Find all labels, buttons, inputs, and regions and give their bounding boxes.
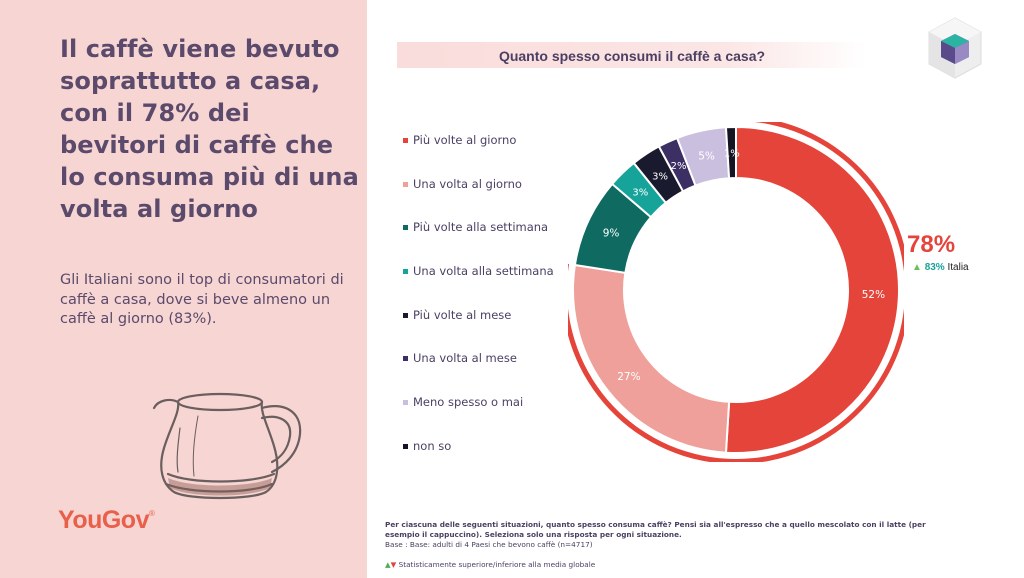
legend-item-una-volta-al-giorno: Una volta al giorno [403,177,554,221]
chart-legend: Più volte al giorno Una volta al giorno Pi… [403,133,554,483]
logo-text: YouGov [58,506,149,534]
data-label-piu-volte-al-mese: 3% [652,171,668,182]
footnote-base: Base : Base: adulti di 4 Paesi che bevon… [385,540,593,549]
data-label-una-volta-al-mese: 2% [671,161,687,172]
chart-title-bar: Quanto spesso consumi il caffè a casa? [397,42,867,68]
legend-label: Più volte alla settimana [413,220,549,235]
legend-label: Una volta alla settimana [413,264,554,279]
legend-item-non-so: non so [403,439,554,483]
legend-label: Una volta al mese [413,351,517,366]
legend-item-piu-volte-alla-settimana: Più volte alla settimana [403,220,554,264]
legend-item-piu-volte-al-giorno: Più volte al giorno [403,133,554,177]
footnote-question: Per ciascuna delle seguenti situazioni, … [385,520,926,539]
highlight-total: 78% [907,231,956,258]
comparison-value: 83% [924,262,945,273]
yougov-logo: YouGov® [58,506,155,535]
data-label-non-so: 1% [724,149,740,160]
legend-label: Meno spesso o mai [413,395,524,410]
legend-item-una-volta-al-mese: Una volta al mese [403,351,554,395]
legend-item-meno-spesso-o-mai: Meno spesso o mai [403,395,554,439]
legend-label: Una volta al giorno [413,176,522,191]
legend-swatch [403,181,408,187]
coffee-pot-illustration [152,392,302,500]
significance-text: Statisticamente superiore/inferiore alla… [398,560,596,569]
slice-piu-volte-al-giorno [724,125,900,454]
slice-non-so [724,125,737,180]
legend-swatch [403,269,408,275]
donut-chart: 52%27%9%3%3%2%5% 1% [568,122,904,462]
legend-swatch [403,138,408,143]
comparison-region: Italia [947,262,969,273]
footnote: Per ciascuna delle seguenti situazioni, … [385,520,955,550]
legend-swatch [403,400,408,406]
legend-swatch [403,356,408,362]
data-label-una-volta-alla-settimana: 3% [632,187,648,198]
chart-title: Quanto spesso consumi il caffè a casa? [498,48,766,64]
data-label-una-volta-al-giorno: 27% [617,371,640,383]
legend-item-una-volta-alla-settimana: Una volta alla settimana [403,264,554,308]
data-label-meno-spesso-o-mai: 5% [698,151,715,163]
logo-registered-mark: ® [148,509,155,518]
subtext: Gli Italiani sono il top di consumatori … [60,272,344,327]
triangle-down-icon: ▼ [390,560,397,569]
legend-label: non so [413,438,452,453]
triangle-up-icon: ▲ [385,560,391,569]
left-panel: Il caffè viene bevuto soprattutto a casa… [0,0,367,578]
legend-label: Più volte al mese [413,307,512,322]
data-label-piu-volte-al-giorno: 52% [862,289,885,301]
legend-swatch [403,225,408,231]
significance-note: ▲▼ Statisticamente superiore/inferiore a… [385,560,595,569]
country-comparison: ▲ 83% Italia [912,262,969,273]
legend-item-piu-volte-al-mese: Più volte al mese [403,308,554,352]
cube-logo-icon [928,17,982,79]
triangle-up-icon: ▲ [912,262,922,273]
legend-swatch [403,312,408,318]
slice-una-volta-al-giorno [572,263,731,454]
legend-label: Più volte al giorno [413,133,517,147]
legend-swatch [403,443,408,449]
headline: Il caffè viene bevuto soprattutto a casa… [60,35,359,223]
data-label-piu-volte-alla-settimana: 9% [603,228,620,240]
